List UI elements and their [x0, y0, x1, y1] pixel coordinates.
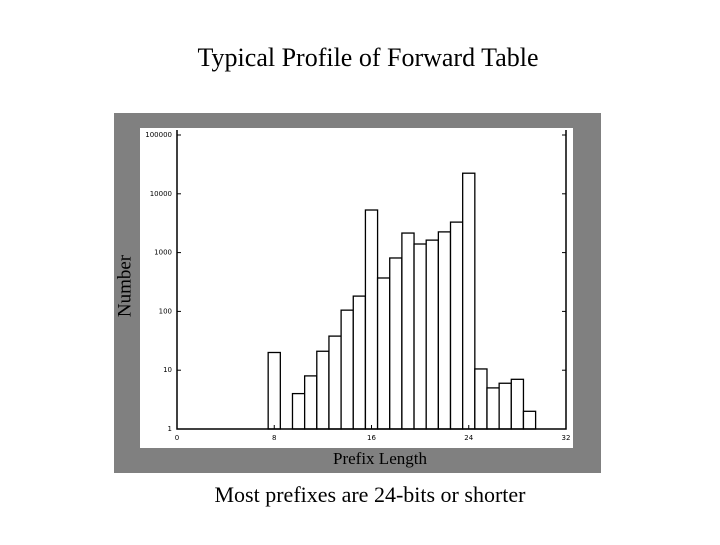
bar: [316, 350, 330, 430]
x-label: Prefix Length: [333, 449, 427, 468]
y-tick-label: 1: [168, 425, 172, 433]
y-tick-label: 100000: [145, 131, 172, 139]
bar: [389, 257, 403, 430]
bar: [340, 309, 354, 430]
bar: [267, 351, 281, 430]
bar: [462, 172, 476, 430]
y-tick-label: 10: [163, 366, 172, 374]
y-label: Number: [114, 254, 135, 317]
x-tick-label: 16: [367, 434, 376, 442]
bar: [328, 335, 342, 430]
bar: [291, 392, 306, 430]
bar: [352, 295, 367, 430]
bar: [449, 221, 464, 430]
bar: [401, 232, 415, 430]
x-tick-label: 24: [464, 434, 473, 442]
bar: [413, 243, 427, 430]
bar: [376, 277, 391, 430]
y-tick-label: 10000: [150, 190, 172, 198]
x-tick-label: 32: [562, 434, 571, 442]
bar: [486, 387, 500, 430]
x-tick-label: 8: [272, 434, 276, 442]
caption: Most prefixes are 24-bits or shorter: [215, 482, 527, 507]
bar: [425, 239, 440, 430]
y-tick-label: 1000: [154, 249, 172, 257]
bar: [303, 375, 318, 430]
bar: [364, 209, 379, 430]
bar: [510, 378, 525, 430]
x-tick-label: 0: [175, 434, 179, 442]
bar: [437, 231, 452, 430]
chart-title: Typical Profile of Forward Table: [197, 43, 538, 72]
bar: [498, 382, 512, 430]
bar: [522, 410, 537, 430]
y-tick-label: 100: [159, 307, 172, 315]
bar: [474, 368, 488, 430]
